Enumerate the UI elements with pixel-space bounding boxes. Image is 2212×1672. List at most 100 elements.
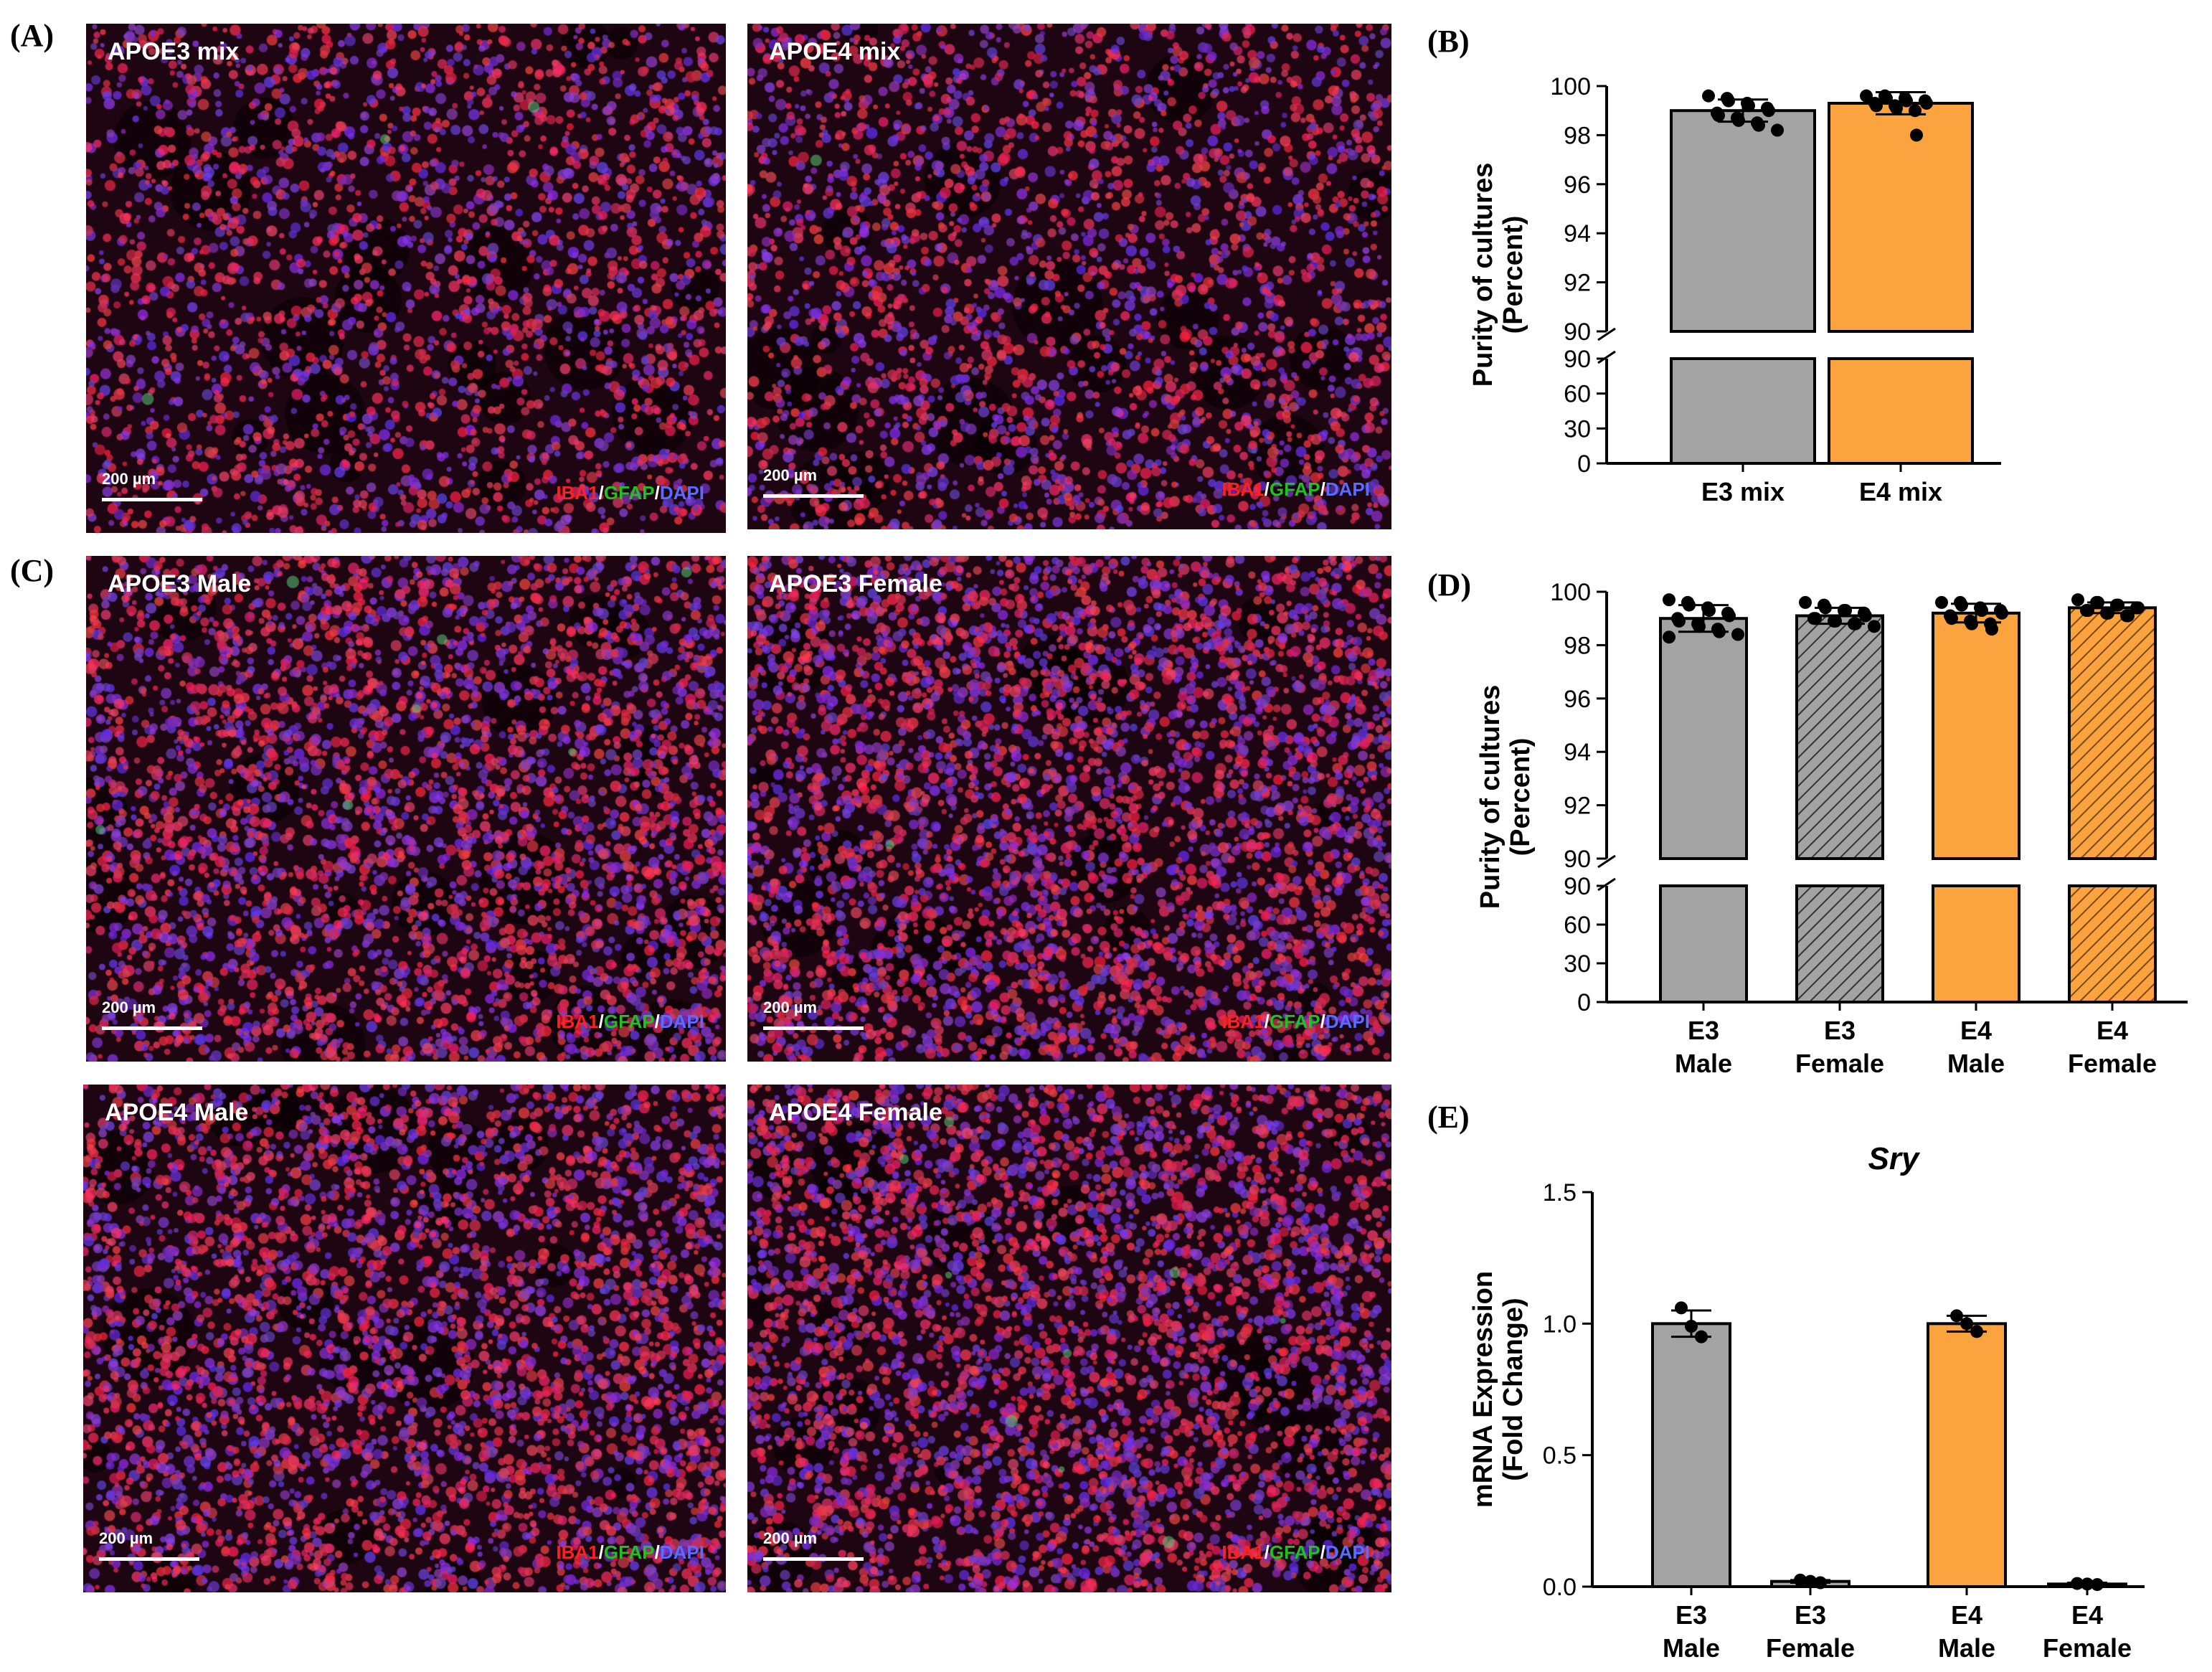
axis-break-mark	[1597, 350, 1616, 364]
micrograph-image	[86, 556, 726, 1062]
data-point	[1890, 101, 1903, 115]
y-tick-label: 1.0	[1543, 1310, 1577, 1338]
x-tick-label: E3	[1675, 1600, 1707, 1630]
y-axis-label-units: (Fold Change)	[1498, 1298, 1528, 1480]
bar-lower	[1795, 884, 1884, 1003]
micrograph-image	[747, 556, 1391, 1062]
data-point	[1673, 614, 1686, 628]
stain-legend: IBA1/GFAP/DAPI	[556, 1541, 704, 1563]
data-point	[1849, 617, 1862, 630]
bar	[1651, 1322, 1731, 1588]
x-tick-label: Female	[1766, 1633, 1855, 1663]
y-tick-label: 98	[1564, 632, 1591, 659]
stain-legend: IBA1/GFAP/DAPI	[1221, 1541, 1370, 1563]
micrograph-image	[747, 1085, 1391, 1592]
x-tick-label: E4	[2097, 1016, 2128, 1045]
chart-d-purity-sex: 90 92 94 96 98 100 0 30 60 90 Purity of cultures (P…	[1475, 579, 2188, 1078]
data-point	[1722, 94, 1735, 108]
scale-bar-label: 200 µm	[102, 470, 156, 488]
x-tick-label: Male	[1675, 1049, 1732, 1078]
x-tick-label: E3	[1688, 1016, 1719, 1045]
data-point	[1909, 104, 1922, 118]
micrograph-apoe4-mix: APOE4 mix 200 µm IBA1/GFAP/DAPI	[747, 24, 1391, 529]
y-tick-label: 90	[1564, 873, 1591, 900]
data-point	[2071, 1577, 2084, 1590]
data-point	[1731, 628, 1744, 641]
scale-bar-label: 200 µm	[763, 466, 818, 484]
micrograph-title: APOE4 mix	[769, 38, 901, 65]
scale-bar	[102, 1026, 202, 1030]
scale-bar	[763, 1026, 864, 1030]
data-point	[1900, 94, 1913, 108]
data-point	[2132, 601, 2145, 615]
micrograph-title: APOE4 Female	[769, 1099, 942, 1126]
y-tick-label: 60	[1564, 912, 1591, 939]
scale-bar	[102, 498, 202, 501]
data-point	[1868, 620, 1881, 633]
data-point	[2112, 598, 2124, 612]
stain-legend: IBA1/GFAP/DAPI	[1221, 1011, 1370, 1032]
bar-upper	[1828, 101, 1974, 333]
scale-bar-label: 200 µm	[99, 1529, 153, 1547]
micrograph-apoe4-male: APOE4 Male 200 µm IBA1/GFAP/DAPI	[83, 1085, 726, 1592]
bar-upper	[2068, 606, 2157, 860]
bar-upper	[1670, 109, 1816, 333]
chart-b-purity-mix: 90 92 94 96 98 100 0 30 60 90 Purity of cultures (P…	[1468, 73, 2001, 506]
micrograph-image	[747, 24, 1391, 529]
micrograph-image	[83, 1085, 726, 1592]
data-point	[2092, 595, 2104, 609]
x-tick-label: E3	[1824, 1016, 1856, 1045]
x-tick-label: Male	[1938, 1633, 1995, 1663]
y-axis-label-units: (Percent)	[1498, 216, 1528, 334]
y-tick-label: 100	[1550, 73, 1591, 100]
stain-legend: IBA1/GFAP/DAPI	[556, 1011, 704, 1032]
data-point	[1685, 1320, 1698, 1333]
y-tick-label: 60	[1564, 381, 1591, 408]
data-point	[1713, 625, 1726, 638]
stain-legend: IBA1/GFAP/DAPI	[556, 482, 704, 504]
y-tick-label: 90	[1564, 346, 1591, 373]
data-point	[1945, 612, 1958, 625]
x-tick-label: Male	[1947, 1049, 2005, 1078]
x-tick-label: E4 mix	[1859, 477, 1942, 506]
data-point	[1742, 99, 1755, 113]
data-point	[1695, 1330, 1708, 1343]
y-tick-label: 30	[1564, 950, 1591, 978]
scale-bar-label: 200 µm	[763, 998, 818, 1016]
data-point	[1799, 595, 1812, 609]
x-tick-label: Female	[2068, 1049, 2157, 1078]
chart-title: Sry	[1868, 1141, 1921, 1176]
data-point	[1829, 614, 1842, 628]
data-point	[1804, 1574, 1817, 1588]
panel-label-a: (A)	[10, 18, 55, 53]
axis-break-mark	[1597, 327, 1616, 341]
x-tick-label: E3 mix	[1701, 477, 1785, 506]
data-point	[1965, 617, 1978, 630]
micrograph-title: APOE3 Female	[769, 570, 942, 598]
micrograph-title: APOE3 Male	[108, 570, 252, 598]
micrograph-title: APOE3 mix	[108, 38, 240, 65]
data-point	[1663, 630, 1675, 644]
y-tick-label: 1.5	[1543, 1179, 1577, 1206]
x-tick-label: Female	[2043, 1633, 2132, 1663]
data-point	[1814, 1576, 1827, 1590]
micrograph-title: APOE4 Male	[105, 1099, 249, 1126]
data-point	[1859, 609, 1872, 623]
x-tick-label: Female	[1795, 1049, 1884, 1078]
data-point	[1703, 604, 1716, 618]
micrograph-apoe4-female: APOE4 Female 200 µm IBA1/GFAP/DAPI	[747, 1085, 1391, 1592]
data-point	[1970, 1325, 1983, 1338]
data-point	[1771, 123, 1784, 137]
data-point	[1702, 89, 1715, 103]
data-point	[1880, 92, 1893, 105]
data-point	[1809, 612, 1822, 625]
data-point	[1955, 598, 1968, 612]
data-point	[1860, 89, 1873, 103]
x-tick-label: Male	[1663, 1633, 1720, 1663]
y-tick-label: 96	[1564, 686, 1591, 713]
y-tick-label: 0	[1577, 989, 1591, 1016]
y-tick-label: 90	[1564, 318, 1591, 346]
y-axis-label-units: (Percent)	[1506, 738, 1536, 856]
y-tick-label: 92	[1564, 270, 1591, 297]
micrograph-image	[86, 24, 726, 533]
